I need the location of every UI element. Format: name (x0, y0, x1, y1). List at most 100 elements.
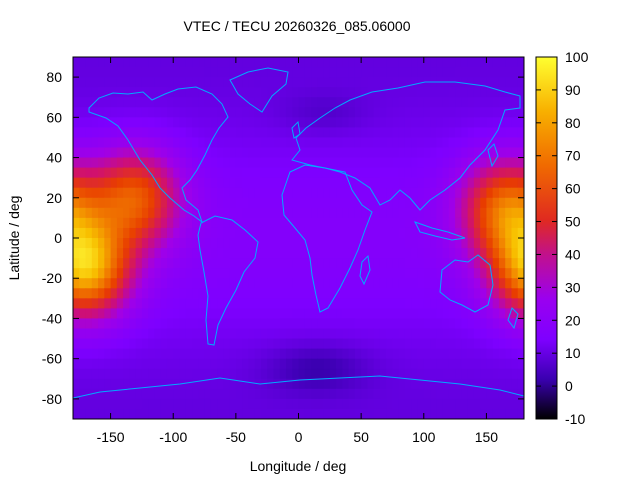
heatmap-cell (423, 127, 431, 139)
heatmap-cell (436, 167, 444, 179)
heatmap-cell (198, 288, 206, 299)
x-tick-label: -150 (97, 429, 125, 445)
heatmap-cell (229, 288, 237, 299)
heatmap-cell (235, 197, 243, 209)
heatmap-cell (279, 147, 287, 159)
heatmap-cell (411, 408, 419, 419)
heatmap-cell (423, 388, 431, 400)
heatmap-cell (298, 238, 306, 249)
heatmap-cell (411, 107, 419, 118)
heatmap-cell (141, 57, 149, 68)
heatmap-cell (242, 308, 249, 320)
heatmap-cell (79, 348, 87, 360)
heatmap-cell (267, 167, 275, 179)
heatmap-cell (329, 348, 337, 360)
heatmap-cell (511, 298, 519, 309)
heatmap-cell (223, 207, 231, 219)
heatmap-cell (79, 147, 87, 159)
heatmap-cell (342, 368, 350, 380)
heatmap-cell (354, 308, 362, 320)
heatmap-cell (235, 57, 243, 68)
heatmap-cell (336, 67, 343, 78)
heatmap-cell (354, 167, 362, 179)
heatmap-cell (467, 368, 475, 380)
heatmap-cell (379, 298, 387, 309)
heatmap-cell (473, 268, 481, 279)
heatmap-cell (361, 238, 368, 249)
heatmap-cell (442, 268, 450, 279)
heatmap-cell (223, 167, 231, 179)
heatmap-cell (404, 117, 412, 128)
heatmap-cell (110, 358, 118, 370)
heatmap-cell (141, 207, 149, 219)
heatmap-cell (386, 348, 394, 360)
heatmap-cell (430, 258, 437, 269)
heatmap-cell (505, 137, 513, 149)
heatmap-cell (436, 197, 444, 209)
heatmap-cell (229, 57, 237, 68)
heatmap-cell (517, 278, 524, 289)
heatmap-cell (223, 77, 231, 88)
heatmap-cell (379, 338, 387, 350)
heatmap-cell (235, 187, 243, 199)
heatmap-cell (229, 258, 237, 269)
heatmap-cell (461, 298, 469, 309)
heatmap-cell (235, 77, 243, 88)
heatmap-cell (79, 227, 87, 239)
heatmap-cell (411, 378, 419, 390)
heatmap-cell (436, 298, 444, 309)
heatmap-cell (373, 67, 381, 78)
heatmap-cell (104, 358, 112, 370)
heatmap-cell (505, 187, 513, 199)
heatmap-cell (85, 177, 93, 189)
heatmap-cell (285, 147, 293, 159)
heatmap-cell (461, 227, 469, 239)
heatmap-cell (79, 268, 87, 279)
heatmap-cell (154, 167, 162, 179)
colorbar-tick-label: 70 (565, 148, 581, 164)
heatmap-cell (166, 298, 174, 309)
heatmap-cell (336, 117, 343, 128)
heatmap-cell (242, 67, 249, 78)
heatmap-cell (154, 127, 162, 139)
heatmap-cell (448, 378, 456, 390)
heatmap-cell (323, 378, 331, 390)
heatmap-cell (311, 238, 318, 249)
heatmap-cell (285, 157, 293, 169)
heatmap-cell (166, 197, 174, 209)
heatmap-cell (379, 187, 387, 199)
heatmap-cell (104, 258, 112, 269)
heatmap-cell (129, 248, 137, 259)
heatmap-cell (192, 97, 199, 108)
heatmap-cell (442, 207, 450, 219)
heatmap-cell (448, 368, 456, 380)
heatmap-cell (210, 308, 218, 320)
heatmap-cell (336, 87, 343, 98)
heatmap-cell (486, 197, 494, 209)
heatmap-cell (492, 358, 500, 370)
heatmap-cell (411, 358, 419, 370)
heatmap-cell (354, 398, 362, 410)
heatmap-cell (505, 197, 513, 209)
heatmap-cell (135, 328, 143, 340)
heatmap-cell (98, 57, 105, 68)
heatmap-cell (248, 248, 256, 259)
heatmap-cell (166, 137, 174, 149)
coastline-overlay (73, 67, 524, 419)
heatmap-cell (273, 117, 281, 128)
heatmap-cell (411, 147, 419, 159)
heatmap-cell (467, 107, 475, 118)
heatmap-cell (304, 368, 312, 380)
heatmap-cell (79, 137, 87, 149)
heatmap-cell (392, 268, 400, 279)
heatmap-cell (336, 388, 343, 400)
heatmap-cell (210, 328, 218, 340)
heatmap-cell (235, 248, 243, 259)
heatmap-cell (260, 308, 268, 320)
heatmap-cell (85, 308, 93, 320)
heatmap-cell (486, 238, 494, 249)
heatmap-cell (517, 308, 524, 320)
heatmap-cell (442, 278, 450, 289)
heatmap-cell (411, 177, 419, 189)
heatmap-cell (292, 197, 300, 209)
